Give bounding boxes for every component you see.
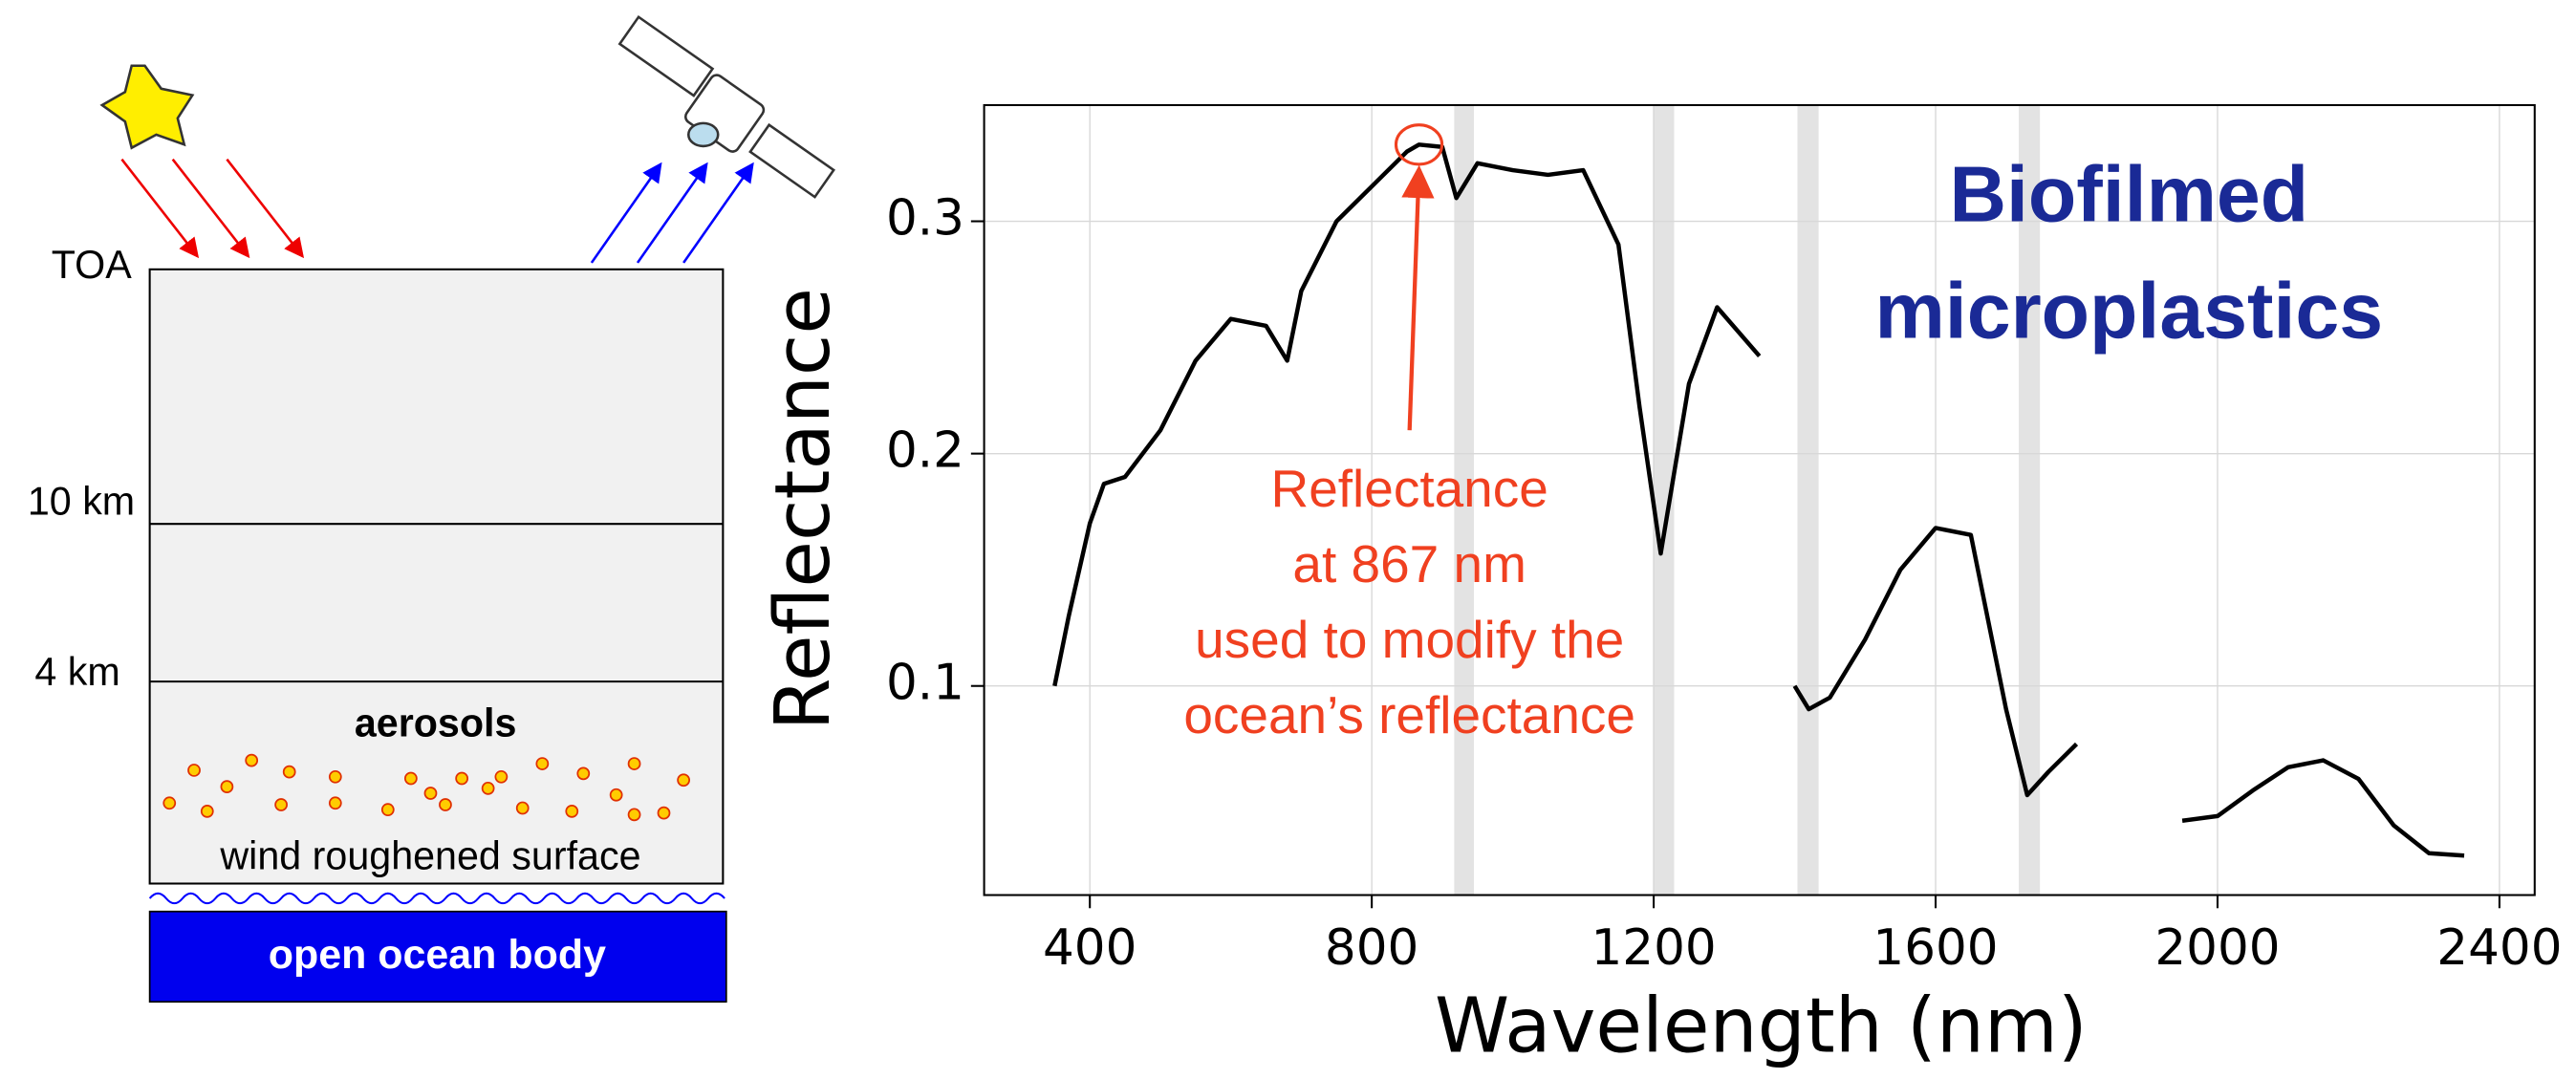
- annotation-text: Reflectance: [1271, 459, 1548, 518]
- chart-title: microplastics: [1874, 267, 2383, 355]
- y-axis-label: Reflectance: [759, 288, 847, 730]
- altitude-label: TOA: [52, 243, 133, 287]
- surface-label: wind roughened surface: [219, 834, 640, 878]
- reflectance-line: [1052, 142, 2465, 858]
- annotation-arrow: [1401, 164, 1435, 431]
- annotation-circle: [1394, 123, 1444, 166]
- x-tick-label: 2000: [2154, 919, 2280, 977]
- shaded-band: [2019, 104, 2041, 896]
- reflected-rays: [590, 162, 754, 264]
- annotation-text: at 867 nm: [1292, 534, 1526, 593]
- diagram: TOA 10 km 4 km aerosols wind roughened s…: [28, 14, 835, 1003]
- sun: [99, 64, 195, 150]
- x-axis-label: Wavelength (nm): [1435, 982, 2088, 1070]
- aerosols-label: aerosols: [355, 701, 517, 745]
- annotation-text: ocean’s reflectance: [1183, 685, 1635, 745]
- shaded-band: [1653, 104, 1675, 896]
- shaded-band: [1797, 104, 1819, 896]
- satellite: [617, 14, 835, 199]
- ocean: [148, 910, 727, 1003]
- altitude-label: 4 km: [34, 650, 119, 694]
- x-tick-label: 1200: [1591, 919, 1716, 977]
- x-tick-label: 1600: [1872, 919, 1998, 977]
- x-tick-label: 800: [1325, 919, 1418, 977]
- atmosphere: [148, 268, 725, 885]
- ocean-label: open ocean body: [269, 932, 606, 978]
- x-tick-label: 2400: [2436, 919, 2562, 977]
- sun-rays: [120, 158, 305, 259]
- altitude-label: 10 km: [28, 479, 135, 523]
- chart-title: Biofilmed: [1949, 150, 2308, 238]
- annotation-text: used to modify the: [1195, 610, 1624, 669]
- chart: 0.1 0.2 0.3 400 800 1200 1600 2000 2400 Wavelengt…: [759, 103, 2563, 1070]
- y-tick-label: 0.1: [886, 655, 964, 712]
- y-tick-label: 0.2: [886, 422, 964, 480]
- x-tick-label: 400: [1043, 919, 1136, 977]
- shaded-band: [1454, 104, 1475, 896]
- y-tick-label: 0.3: [886, 190, 964, 248]
- plot-frame: [983, 103, 2536, 896]
- aerosol-particles: [162, 753, 690, 822]
- waves: [148, 892, 725, 905]
